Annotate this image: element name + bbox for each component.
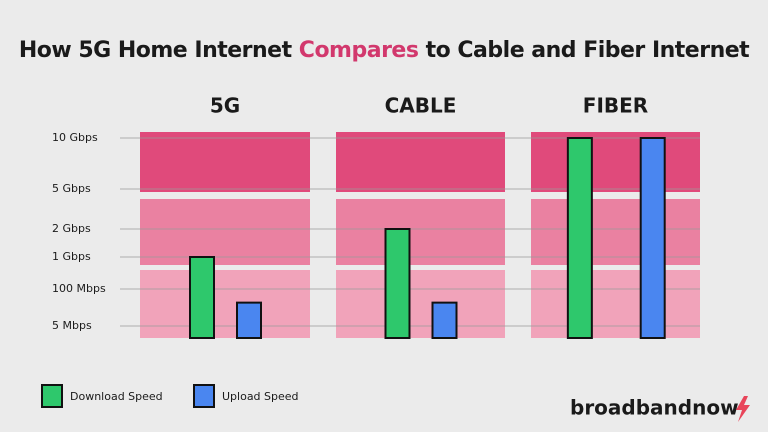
brand-logo <box>736 396 750 422</box>
bar <box>189 256 215 339</box>
y-tick-label: 1 Gbps <box>52 250 91 263</box>
bar <box>236 301 262 340</box>
legend-label: Upload Speed <box>222 390 299 403</box>
category-label: FIBER <box>583 94 648 118</box>
brand-name: broadbandnow <box>570 396 739 420</box>
tier-band <box>140 199 310 265</box>
tier-band <box>140 132 310 192</box>
title: How 5G Home Internet Compares to Cable a… <box>0 38 768 63</box>
bar <box>384 228 411 339</box>
brand: broadbandnow <box>570 396 750 422</box>
tier-band <box>336 199 505 265</box>
legend-swatch <box>193 384 215 408</box>
legend-label: Download Speed <box>70 390 163 403</box>
y-tick-label: 100 Mbps <box>52 282 106 295</box>
title-part: to Cable and Fiber Internet <box>425 38 750 63</box>
tier-band <box>531 132 700 192</box>
tier-band <box>140 270 310 338</box>
tier-band <box>336 132 505 192</box>
bar <box>431 301 458 340</box>
category-label: CABLE <box>385 94 457 118</box>
tier-band <box>336 270 505 338</box>
legend-swatch <box>41 384 63 408</box>
title-highlight: Compares <box>298 38 419 63</box>
title-part: How 5G Home Internet <box>18 38 292 63</box>
bar <box>639 137 666 339</box>
y-tick-label: 10 Gbps <box>52 131 98 144</box>
y-tick-label: 5 Gbps <box>52 182 91 195</box>
category-label: 5G <box>210 94 240 118</box>
tier-band <box>531 199 700 265</box>
bar <box>566 137 593 339</box>
y-tick-label: 2 Gbps <box>52 222 91 235</box>
y-tick-label: 5 Mbps <box>52 319 92 332</box>
tier-band <box>531 270 700 338</box>
